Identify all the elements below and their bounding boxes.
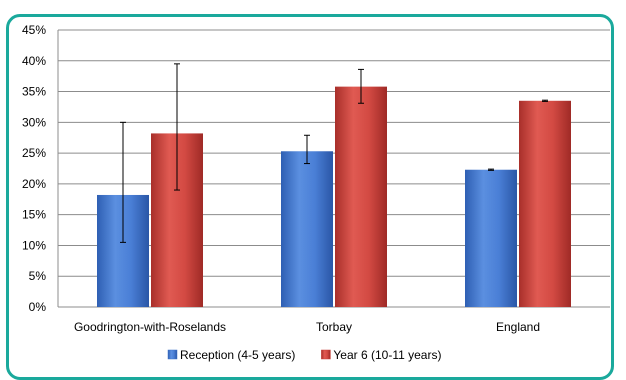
y-tick-label: 5%: [29, 269, 47, 283]
x-tick-label: Torbay: [316, 320, 352, 334]
legend-swatch: [167, 349, 178, 360]
x-axis-labels: Goodrington-with-Roselands Torbay England: [74, 320, 540, 334]
y-tick-label: 25%: [22, 146, 46, 160]
legend-swatch: [321, 349, 331, 360]
x-tick-label: England: [496, 320, 540, 334]
y-axis-ticks: 0% 5% 10% 15% 20% 25% 30% 35% 40% 45%: [22, 23, 46, 314]
bar: [519, 100, 571, 308]
y-tick-label: 15%: [22, 208, 46, 222]
y-tick-label: 35%: [22, 85, 46, 99]
bars: [97, 86, 571, 308]
legend: Reception (4-5 years) Year 6 (10-11 years…: [167, 348, 441, 362]
bar: [465, 169, 517, 307]
y-tick-label: 0%: [29, 300, 47, 314]
bar: [335, 86, 387, 308]
y-tick-label: 45%: [22, 23, 46, 37]
x-tick-label: Goodrington-with-Roselands: [74, 320, 226, 334]
y-tick-label: 40%: [22, 54, 46, 68]
gridlines: [57, 29, 610, 308]
y-tick-label: 20%: [22, 177, 46, 191]
legend-label: Year 6 (10-11 years): [333, 348, 441, 362]
bar: [281, 151, 333, 307]
y-tick-label: 10%: [22, 238, 46, 252]
legend-label: Reception (4-5 years): [180, 348, 295, 362]
error-bars: [120, 63, 548, 243]
y-tick-label: 30%: [22, 115, 46, 129]
